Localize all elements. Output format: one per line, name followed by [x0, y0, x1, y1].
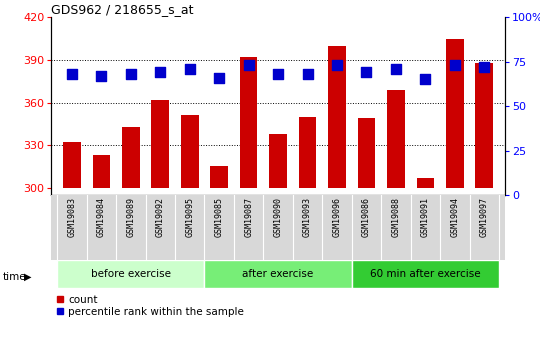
Point [362, 70, 371, 75]
Text: GSM19086: GSM19086 [362, 197, 371, 237]
Text: before exercise: before exercise [91, 269, 171, 279]
Point [333, 62, 341, 68]
Bar [357, 118, 375, 188]
Bar [57, 260, 205, 288]
Text: GSM19091: GSM19091 [421, 197, 430, 237]
Point [480, 64, 489, 70]
Bar [92, 155, 110, 188]
Point [97, 73, 106, 79]
Bar [299, 117, 316, 188]
Bar [240, 57, 258, 188]
Bar [475, 63, 493, 188]
Text: GSM19097: GSM19097 [480, 197, 489, 237]
Text: GDS962 / 218655_s_at: GDS962 / 218655_s_at [51, 3, 194, 16]
Bar [205, 260, 352, 288]
Text: GSM19092: GSM19092 [156, 197, 165, 237]
Bar [416, 178, 434, 188]
Bar [387, 90, 405, 188]
Text: GSM19093: GSM19093 [303, 197, 312, 237]
Text: GSM19083: GSM19083 [68, 197, 77, 237]
Point [68, 71, 76, 77]
Bar [63, 142, 81, 188]
Point [156, 70, 165, 75]
Text: GSM19089: GSM19089 [126, 197, 136, 237]
Point [215, 75, 224, 80]
Text: time: time [3, 272, 26, 282]
Point [421, 77, 430, 82]
Point [274, 71, 282, 77]
Bar [352, 260, 499, 288]
Bar [122, 127, 140, 188]
Bar [446, 39, 464, 188]
Point [392, 66, 400, 71]
Legend: count, percentile rank within the sample: count, percentile rank within the sample [57, 295, 244, 317]
Text: GSM19088: GSM19088 [392, 197, 401, 237]
Bar [328, 46, 346, 188]
Text: after exercise: after exercise [242, 269, 314, 279]
Point [450, 62, 459, 68]
Bar [269, 134, 287, 188]
Point [126, 71, 135, 77]
Text: GSM19085: GSM19085 [215, 197, 224, 237]
Bar [151, 100, 169, 188]
Bar [181, 115, 199, 188]
Bar [211, 167, 228, 188]
Text: GSM19094: GSM19094 [450, 197, 460, 237]
Text: ▶: ▶ [24, 272, 31, 282]
Text: 60 min after exercise: 60 min after exercise [370, 269, 481, 279]
Point [185, 66, 194, 71]
Point [303, 71, 312, 77]
Text: GSM19095: GSM19095 [185, 197, 194, 237]
Text: GSM19084: GSM19084 [97, 197, 106, 237]
Text: GSM19087: GSM19087 [244, 197, 253, 237]
Point [244, 62, 253, 68]
Text: GSM19090: GSM19090 [274, 197, 282, 237]
Text: GSM19096: GSM19096 [333, 197, 341, 237]
